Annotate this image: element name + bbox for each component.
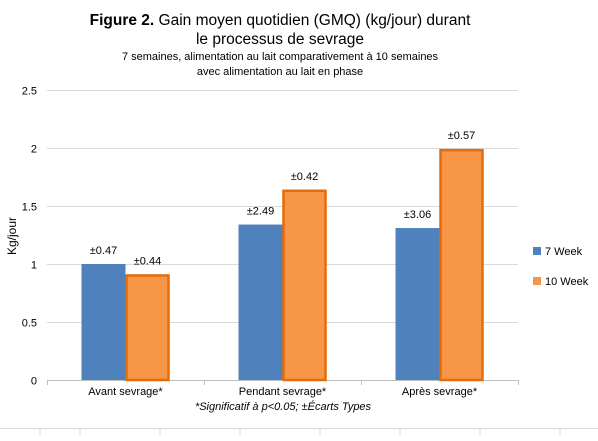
data-label: ±2.49 xyxy=(247,206,274,218)
x-tick-label: Avant sevrage* xyxy=(88,386,163,398)
bar xyxy=(81,264,126,380)
footnote: *Significatif à p<0.05; ±Écarts Types xyxy=(195,400,372,413)
bar xyxy=(439,148,484,382)
legend: 7 Week 10 Week xyxy=(533,246,589,288)
bar xyxy=(125,274,170,382)
chart-subtitle-line1: 7 semaines, alimentation au lait compara… xyxy=(122,51,439,63)
y-tick-label: 0 xyxy=(31,376,37,388)
y-axis-label: Kg/jour xyxy=(5,217,19,255)
spreadsheet-gridlines xyxy=(0,428,598,436)
chart-subtitle-line2: avec alimentation au lait en phase xyxy=(197,66,363,78)
data-label: ±0.47 xyxy=(90,245,117,257)
chart-title: Figure 2. Gain moyen quotidien (GMQ) (kg… xyxy=(90,12,471,29)
y-tick-label: 2.5 xyxy=(22,86,37,98)
bar xyxy=(238,224,283,380)
x-tick-label: Après sevrage* xyxy=(402,386,478,398)
y-tick-label: 0.5 xyxy=(22,318,37,330)
chart-title-line2: le processus de sevrage xyxy=(196,31,364,48)
legend-swatch xyxy=(533,277,541,285)
bar xyxy=(282,189,327,382)
legend-label: 10 Week xyxy=(545,276,589,288)
bar xyxy=(395,228,440,380)
y-tick-label: 2 xyxy=(31,144,37,156)
title-bold: Figure 2. xyxy=(90,12,155,29)
title-rest: Gain moyen quotidien (GMQ) (kg/jour) dur… xyxy=(154,12,471,29)
y-tick-label: 1 xyxy=(31,260,37,272)
data-label: ±3.06 xyxy=(404,209,431,221)
legend-label: 7 Week xyxy=(545,246,583,258)
data-label: ±0.57 xyxy=(448,130,475,142)
data-label: ±0.44 xyxy=(134,255,161,267)
legend-swatch xyxy=(533,247,541,255)
y-tick-label: 1.5 xyxy=(22,202,37,214)
data-labels: ±0.47 ±0.44 ±2.49 ±0.42 ±3.06 ±0.57 xyxy=(90,130,475,267)
x-tick-label: Pendant sevrage* xyxy=(239,386,327,398)
data-label: ±0.42 xyxy=(291,171,318,183)
bars xyxy=(81,148,484,382)
